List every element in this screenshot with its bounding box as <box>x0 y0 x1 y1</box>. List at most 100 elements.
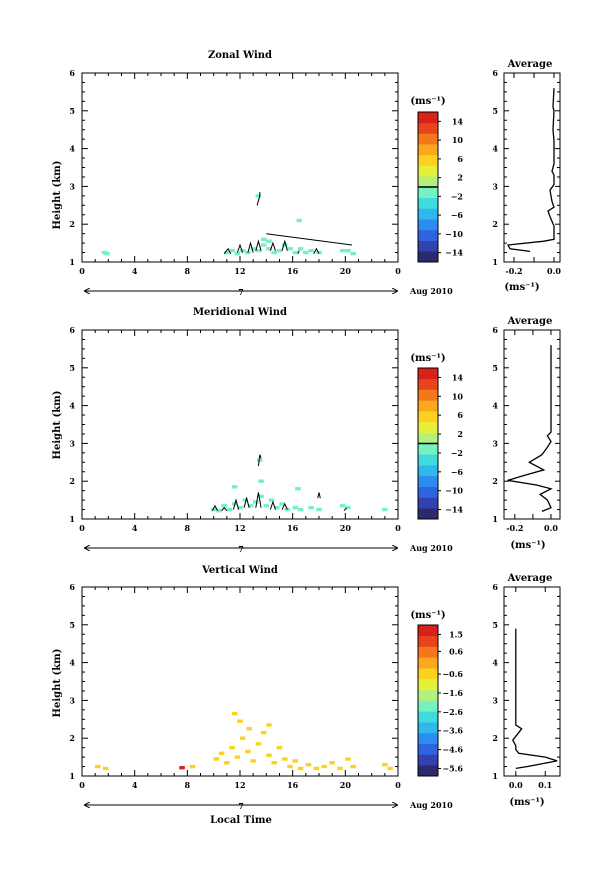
data-cell <box>218 751 225 756</box>
avg-y-tick-label: 2 <box>492 476 498 486</box>
data-cell <box>316 250 322 255</box>
y-tick-label: 3 <box>69 695 75 705</box>
average-profile-line <box>506 88 555 253</box>
colorbar-tick-label: −14 <box>445 248 463 258</box>
y-axis-label: Height (km) <box>52 391 63 460</box>
avg-y-tick-label: 5 <box>492 106 498 116</box>
data-cell <box>239 736 246 740</box>
colorbar-band <box>418 443 438 455</box>
contour-line <box>297 250 300 254</box>
average-plot: 1 2 3 4 5 6 0.0 0.1 <box>492 582 561 790</box>
colorbar-band <box>418 711 438 723</box>
colorbar-band <box>418 240 438 252</box>
x-tick-label: 8 <box>185 523 191 533</box>
y-tick-label: 6 <box>69 325 75 335</box>
avg-y-tick-label: 3 <box>492 695 498 705</box>
data-cell <box>239 248 246 253</box>
colorbar-band <box>418 678 438 691</box>
x-tick-label: 16 <box>287 523 299 533</box>
plot-frame <box>81 72 399 263</box>
data-cell <box>247 504 254 508</box>
y-tick-label: 4 <box>69 658 75 668</box>
day-label: 7 <box>238 801 244 811</box>
x-tick-label: 12 <box>234 780 245 790</box>
data-cell <box>237 719 243 723</box>
contour-line <box>232 498 240 510</box>
x-tick-label: 12 <box>234 266 245 276</box>
data-cell <box>260 243 267 247</box>
colorbar-band <box>418 700 438 712</box>
avg-x-tick-label: 0.0 <box>509 780 523 790</box>
data-cell <box>292 250 299 255</box>
data-cell <box>308 248 314 253</box>
colorbar-tick-label: −1.6 <box>442 688 463 698</box>
chart-title: Meridional Wind <box>193 307 287 318</box>
data-cell <box>321 764 328 769</box>
x-tick-label: 0 <box>79 266 85 276</box>
data-cell <box>224 250 230 255</box>
colorbar-tick-label: 2 <box>457 429 463 439</box>
avg-x-tick-label: 0.0 <box>547 266 561 276</box>
data-cell <box>274 505 280 510</box>
average-frame <box>503 586 561 777</box>
colorbar-band <box>418 743 438 755</box>
average-x-label: (ms⁻¹) <box>509 797 544 808</box>
data-cell <box>234 251 241 256</box>
y-tick-label: 6 <box>69 582 75 592</box>
colorbar-tick-label: −6 <box>451 467 464 477</box>
data-cell <box>292 505 299 510</box>
data-cell <box>339 248 346 253</box>
data-cell <box>250 759 256 763</box>
x-tick-label: 4 <box>132 266 138 276</box>
x-tick-label: 0 <box>79 523 85 533</box>
x-tick-label: 12 <box>234 523 245 533</box>
data-cell <box>350 764 356 769</box>
data-cell <box>345 505 351 510</box>
colorbar-tick-label: −14 <box>445 505 463 515</box>
colorbar-band <box>418 187 438 199</box>
colorbar-band <box>418 229 438 241</box>
colorbar-band <box>418 378 438 390</box>
colorbar-band <box>418 754 438 766</box>
contour-line <box>269 500 276 510</box>
colorbar-band <box>418 122 438 134</box>
data-cell <box>229 248 235 253</box>
y-axis-label: Height (km) <box>52 161 63 230</box>
colorbar: 14 10 6 2 −2 −6 −10 −14 <box>417 367 464 520</box>
data-cell <box>271 250 277 255</box>
avg-y-tick-label: 5 <box>492 363 498 373</box>
data-cell <box>260 730 267 735</box>
data-cell <box>271 761 277 765</box>
x-tick-label: 16 <box>287 780 299 790</box>
data-cell <box>266 239 272 243</box>
chart-title: Zonal Wind <box>208 50 272 61</box>
average-x-label: (ms⁻¹) <box>510 540 545 551</box>
colorbar-tick-label: 1.5 <box>449 629 463 639</box>
contour-line <box>211 504 219 511</box>
colorbar-band <box>418 176 438 188</box>
y-tick-label: 5 <box>69 620 75 630</box>
contour-line <box>343 507 348 512</box>
data-cell <box>229 745 235 750</box>
data-cell <box>266 753 272 757</box>
data-cell <box>226 507 233 512</box>
colorbar-band <box>418 508 438 520</box>
data-cell <box>250 247 256 251</box>
colorbar-band <box>418 486 438 498</box>
data-cell <box>255 248 262 253</box>
colorbar-tick-label: −3.6 <box>442 726 463 736</box>
data-cell <box>308 505 314 510</box>
y-axis-label: Height (km) <box>52 649 63 718</box>
data-cell <box>296 218 303 223</box>
colorbar-band <box>418 465 438 477</box>
colorbar-tick-label: 14 <box>452 372 464 382</box>
average-plot: 1 2 3 4 5 6 -0.2 0.0 <box>492 325 561 533</box>
colorbar-band <box>418 497 438 509</box>
x-tick-label: 4 <box>132 780 138 790</box>
data-cell <box>255 194 262 198</box>
data-cell <box>316 507 322 512</box>
y-tick-label: 2 <box>69 733 75 743</box>
contour-line <box>255 492 262 508</box>
x-tick-label: 0 <box>395 266 401 276</box>
